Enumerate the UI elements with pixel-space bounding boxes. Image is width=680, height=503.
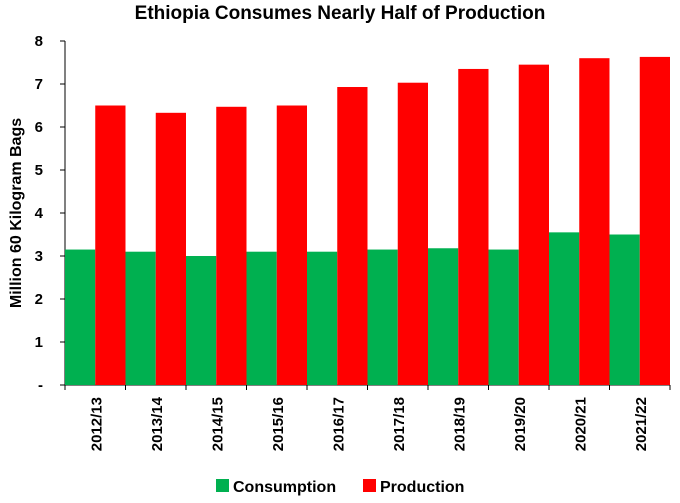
x-tick-label: 2015/16 xyxy=(270,397,287,451)
bar-consumption-2018-19 xyxy=(428,248,459,385)
bar-production-2018-19 xyxy=(458,68,489,385)
x-tick-label: 2019/20 xyxy=(512,397,529,451)
bar-consumption-2020-21 xyxy=(549,232,580,385)
bar-production-2013-14 xyxy=(155,112,186,385)
y-tick-label: 4 xyxy=(35,205,44,222)
y-tick-label: 1 xyxy=(35,334,43,351)
x-tick-label: 2017/18 xyxy=(391,397,408,451)
y-tick-label: 7 xyxy=(35,76,43,93)
x-tick-label: 2020/21 xyxy=(572,397,589,451)
bar-production-2017-18 xyxy=(397,82,428,386)
legend-label-production: Production xyxy=(380,479,464,496)
bar-consumption-2013-14 xyxy=(125,251,156,385)
legend-swatch-consumption xyxy=(216,479,229,492)
bar-consumption-2019-20 xyxy=(488,249,519,385)
x-tick-label: 2013/14 xyxy=(149,396,166,451)
y-tick-label: - xyxy=(38,377,43,394)
bar-production-2016-17 xyxy=(337,87,368,385)
y-tick-label: 3 xyxy=(35,248,43,265)
bar-production-2019-20 xyxy=(518,64,549,386)
y-tick-label: 2 xyxy=(35,291,43,308)
x-tick-label: 2014/15 xyxy=(209,397,226,451)
bar-production-2015-16 xyxy=(276,105,307,385)
x-tick-label: 2021/22 xyxy=(633,397,650,451)
bar-consumption-2017-18 xyxy=(367,249,398,385)
y-tick-label: 6 xyxy=(35,119,43,136)
y-axis-title: Million 60 Kilogram Bags xyxy=(8,118,25,308)
y-tick-label: 5 xyxy=(35,162,43,179)
legend-label-consumption: Consumption xyxy=(233,479,336,496)
x-tick-label: 2016/17 xyxy=(330,397,347,451)
bar-production-2012-13 xyxy=(95,105,126,385)
bar-production-2020-21 xyxy=(579,58,610,385)
x-tick-label: 2012/13 xyxy=(88,397,105,451)
bar-production-2021-22 xyxy=(639,56,670,385)
legend-swatch-production xyxy=(363,479,376,492)
bar-consumption-2021-22 xyxy=(609,234,640,385)
bar-consumption-2014-15 xyxy=(186,256,217,385)
x-tick-label: 2018/19 xyxy=(451,397,468,451)
bar-consumption-2016-17 xyxy=(307,251,338,385)
bar-consumption-2015-16 xyxy=(246,251,277,385)
chart-title: Ethiopia Consumes Nearly Half of Product… xyxy=(134,3,546,24)
y-tick-label: 8 xyxy=(35,33,43,50)
bar-consumption-2012-13 xyxy=(65,249,96,385)
bar-production-2014-15 xyxy=(216,106,247,385)
